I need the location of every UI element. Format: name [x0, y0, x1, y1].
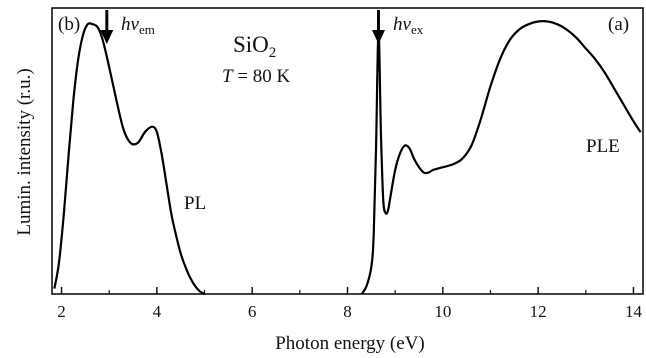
x-tick-label: 14	[625, 302, 643, 321]
series-line-ple	[360, 20, 642, 295]
x-tick-label: 2	[57, 302, 66, 321]
series-label-pl: PL	[184, 193, 206, 214]
x-tick-label: 6	[248, 302, 257, 321]
x-tick-label: 10	[434, 302, 451, 321]
arrow-hv-em	[100, 10, 114, 44]
series-label-ple: PLE	[586, 136, 620, 157]
x-tick-label: 12	[530, 302, 547, 321]
plot-frame	[51, 7, 644, 295]
y-axis-label: Lumin. intensity (r.u.)	[14, 68, 35, 235]
x-axis-label: Photon energy (eV)	[275, 333, 425, 354]
label-hv-ex: hνex	[393, 14, 424, 37]
material-label: SiO2	[233, 32, 276, 61]
panel-label-a: (a)	[608, 14, 629, 35]
x-tick-label: 4	[153, 302, 162, 321]
x-tick-label: 8	[343, 302, 352, 321]
label-hv-em: hνem	[121, 14, 155, 37]
arrow-hv-ex	[371, 10, 385, 44]
series-line-pl	[53, 22, 205, 295]
temperature-label: T = 80 K	[222, 66, 291, 87]
x-axis-ticks: 2 4 6 8 10 12 14	[57, 287, 642, 321]
panel-label-b: (b)	[58, 14, 80, 35]
